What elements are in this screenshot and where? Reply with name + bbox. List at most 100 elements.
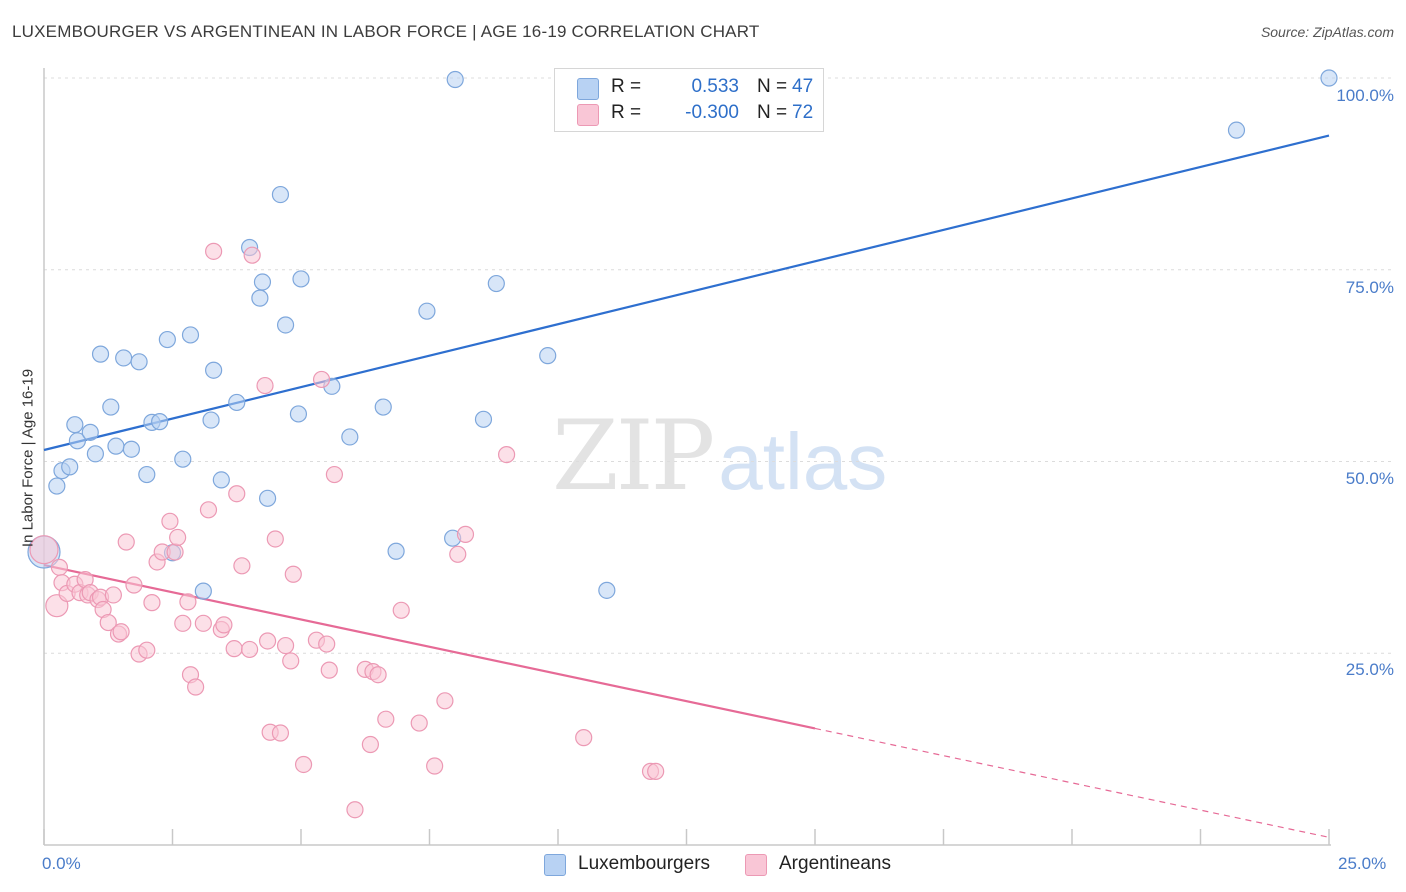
point-argentineans: [256, 376, 274, 395]
point-luxembourgers: [122, 440, 140, 458]
legend-r-value: 0.533: [691, 76, 739, 97]
point-luxembourgers: [276, 316, 295, 334]
point-luxembourgers: [86, 445, 105, 463]
point-luxembourgers: [251, 289, 269, 307]
point-luxembourgers: [68, 432, 87, 450]
trend-line-luxembourgers: [43, 134, 1330, 452]
point-argentineans: [215, 616, 233, 634]
point-argentineans: [318, 635, 336, 653]
point-argentineans: [187, 678, 205, 696]
point-argentineans: [50, 558, 69, 576]
point-argentineans: [29, 535, 59, 565]
point-argentineans: [426, 757, 444, 775]
point-luxembourgers: [151, 413, 169, 431]
y-tick-label-25: 25.0%: [1345, 660, 1394, 679]
legend-n-value: 47: [792, 76, 814, 97]
trend-line-extension-argentineans: [814, 727, 1330, 838]
point-luxembourgers: [418, 302, 436, 320]
point-argentineans: [228, 485, 246, 503]
point-argentineans: [199, 501, 218, 519]
legend-n-label: N =: [757, 102, 788, 123]
point-luxembourgers: [598, 581, 616, 599]
point-argentineans: [377, 710, 395, 728]
point-argentineans: [449, 545, 467, 563]
point-luxembourgers: [292, 270, 310, 288]
point-argentineans: [320, 661, 338, 679]
point-argentineans: [361, 735, 379, 754]
point-argentineans: [392, 601, 410, 619]
legend: R = 0.533 N = 47 R = -0.300 N = 72: [554, 68, 824, 132]
y-tick-label-75: 75.0%: [1345, 278, 1394, 297]
point-luxembourgers: [341, 428, 359, 446]
point-luxembourgers: [81, 423, 99, 441]
watermark-zip: ZIP: [552, 400, 715, 512]
data-points: [27, 69, 1338, 819]
point-luxembourgers: [387, 542, 405, 560]
point-luxembourgers: [228, 393, 246, 412]
point-argentineans: [271, 724, 290, 742]
point-argentineans: [143, 594, 161, 612]
point-argentineans: [325, 465, 344, 484]
legend-r-label: R =: [611, 76, 642, 97]
point-luxembourgers: [91, 345, 110, 363]
point-argentineans: [138, 641, 156, 659]
legend-n-label: N =: [757, 76, 788, 97]
point-argentineans: [575, 729, 593, 747]
bottom-legend-swatch-luxembourgers: [544, 854, 566, 876]
point-argentineans: [117, 533, 135, 551]
point-luxembourgers: [48, 477, 66, 495]
watermark: ZIPatlas: [552, 400, 887, 512]
point-luxembourgers: [1227, 121, 1246, 139]
chart-source: Source: ZipAtlas.com: [1260, 24, 1394, 40]
point-luxembourgers: [107, 437, 125, 455]
point-luxembourgers: [174, 450, 192, 468]
point-luxembourgers: [446, 70, 464, 89]
legend-r-value: -0.300: [685, 102, 739, 123]
point-luxembourgers: [61, 458, 79, 476]
point-luxembourgers: [1320, 69, 1338, 87]
point-luxembourgers: [374, 398, 392, 416]
point-argentineans: [194, 614, 212, 632]
point-argentineans: [647, 762, 665, 780]
point-argentineans: [410, 714, 428, 732]
trend-line-argentineans: [43, 563, 816, 730]
point-argentineans: [161, 512, 179, 530]
point-luxembourgers: [212, 471, 230, 489]
legend-r-label: R =: [611, 102, 642, 123]
point-argentineans: [169, 528, 187, 547]
bottom-legend-label: Argentineans: [779, 853, 891, 874]
point-argentineans: [266, 530, 284, 548]
point-luxembourgers: [487, 274, 505, 293]
chart-title: LUXEMBOURGER VS ARGENTINEAN IN LABOR FOR…: [12, 22, 760, 41]
point-argentineans: [282, 652, 300, 670]
point-argentineans: [369, 666, 387, 684]
bottom-legend-label: Luxembourgers: [578, 853, 711, 874]
point-argentineans: [205, 242, 223, 260]
point-argentineans: [233, 557, 251, 575]
point-argentineans: [166, 543, 184, 561]
point-luxembourgers: [205, 361, 223, 379]
point-luxembourgers: [202, 411, 220, 429]
point-argentineans: [243, 246, 261, 264]
point-argentineans: [225, 640, 243, 658]
point-luxembourgers: [253, 273, 272, 291]
point-argentineans: [241, 640, 259, 659]
point-luxembourgers: [474, 410, 493, 428]
axes: [43, 68, 1331, 846]
point-luxembourgers: [289, 405, 308, 423]
point-luxembourgers: [181, 326, 200, 344]
y-axis-label: In Labor Force | Age 16-19: [19, 368, 37, 548]
x-tick-label-max: 25.0%: [1338, 854, 1387, 873]
bottom-legend-swatch-argentineans: [745, 854, 767, 876]
point-luxembourgers: [158, 330, 176, 349]
point-luxembourgers: [194, 582, 212, 600]
point-luxembourgers: [271, 185, 290, 204]
point-argentineans: [258, 632, 277, 650]
point-argentineans: [174, 614, 192, 632]
point-argentineans: [179, 593, 197, 611]
point-argentineans: [498, 445, 516, 464]
point-luxembourgers: [115, 349, 133, 367]
point-luxembourgers: [258, 489, 277, 507]
point-argentineans: [99, 613, 117, 632]
